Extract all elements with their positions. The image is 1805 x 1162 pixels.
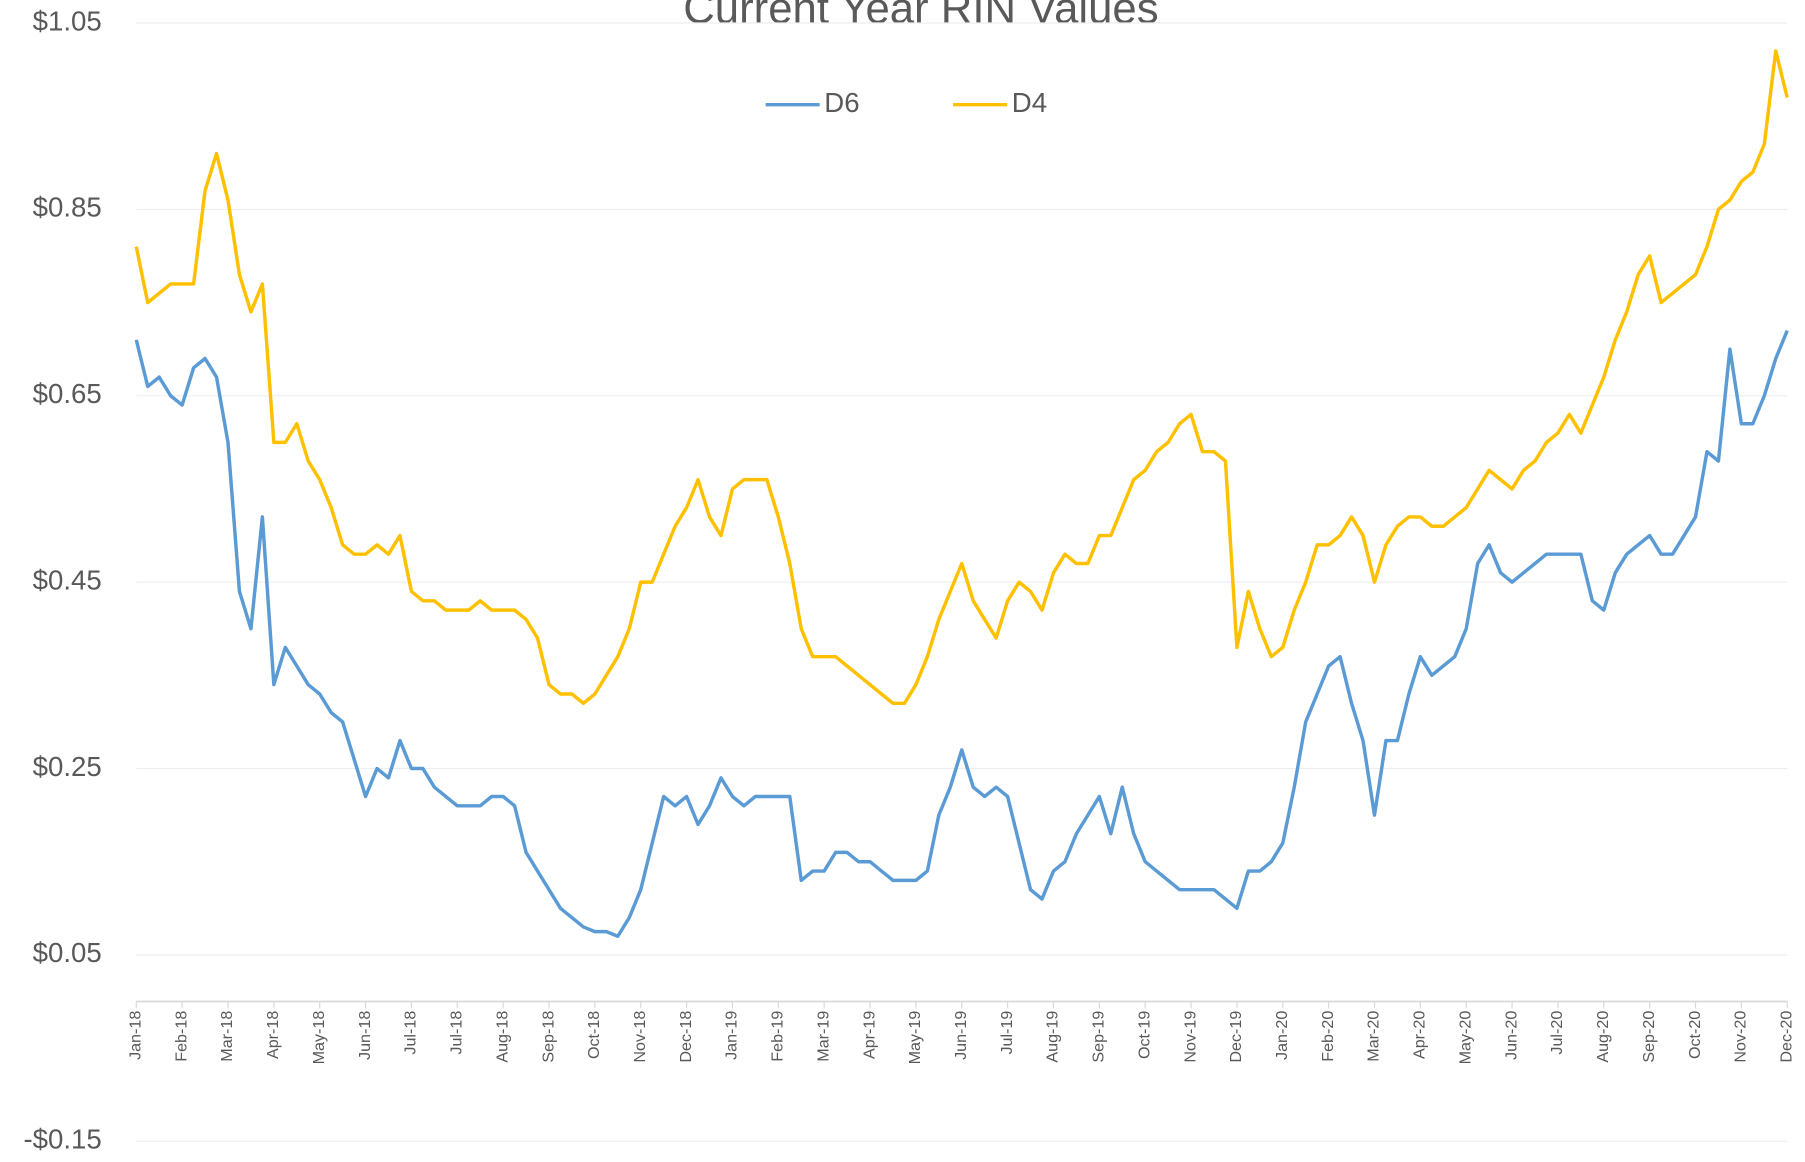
x-tick-label: Apr-19 — [860, 1011, 878, 1059]
chart-title: Current Year RIN Values — [683, 0, 1158, 33]
x-tick-label: Mar-19 — [814, 1011, 832, 1062]
x-tick-label: Feb-20 — [1319, 1011, 1337, 1062]
x-tick-label: Mar-20 — [1365, 1011, 1383, 1062]
x-tick-label: Jan-19 — [723, 1011, 741, 1060]
x-tick-label: Jun-18 — [356, 1011, 374, 1060]
x-tick-label: Jun-19 — [952, 1011, 970, 1060]
x-tick-label: Sep-20 — [1640, 1011, 1658, 1063]
x-tick-label: Sep-19 — [1090, 1011, 1108, 1063]
x-tick-label: Aug-20 — [1594, 1011, 1612, 1063]
x-tick-label: Dec-18 — [677, 1011, 695, 1063]
x-tick-label: Jun-20 — [1502, 1011, 1520, 1060]
y-tick-label: $0.65 — [33, 378, 102, 409]
x-tick-label: Jul-19 — [998, 1011, 1016, 1055]
x-tick-label: Aug-18 — [493, 1011, 511, 1063]
x-tick-label: Nov-20 — [1732, 1011, 1750, 1063]
x-tick-label: Mar-18 — [218, 1011, 236, 1062]
x-tick-label: Jul-18 — [402, 1011, 420, 1055]
y-tick-label: $0.25 — [33, 751, 102, 782]
x-tick-label: Oct-19 — [1135, 1011, 1153, 1059]
x-tick-label: Oct-20 — [1686, 1011, 1704, 1059]
x-tick-label: Aug-19 — [1044, 1011, 1062, 1063]
x-tick-label: Jan-18 — [127, 1011, 145, 1060]
x-tick-label: Nov-19 — [1181, 1011, 1199, 1063]
x-tick-label: Sep-18 — [539, 1011, 557, 1063]
x-tick-label: Jul-18 — [448, 1011, 466, 1055]
x-tick-label: Nov-18 — [631, 1011, 649, 1063]
x-tick-label: Jan-20 — [1273, 1011, 1291, 1060]
y-tick-label: -$0.15 — [23, 1124, 101, 1155]
x-tick-label: Dec-20 — [1777, 1011, 1795, 1063]
y-tick-label: $0.45 — [33, 564, 102, 595]
legend-label: D4 — [1012, 87, 1047, 118]
y-tick-label: $0.85 — [33, 192, 102, 223]
x-tick-label: May-20 — [1456, 1011, 1474, 1065]
x-tick-label: Dec-19 — [1227, 1011, 1245, 1063]
x-tick-label: Oct-18 — [585, 1011, 603, 1059]
x-tick-label: Jul-20 — [1548, 1011, 1566, 1055]
series-line — [134, 329, 1789, 938]
x-tick-label: Feb-18 — [172, 1011, 190, 1062]
x-tick-label: Apr-18 — [264, 1011, 282, 1059]
x-tick-label: May-19 — [906, 1011, 924, 1065]
legend-label: D6 — [824, 87, 859, 118]
x-tick-label: Apr-20 — [1411, 1011, 1429, 1059]
x-tick-label: May-18 — [310, 1011, 328, 1065]
series-line — [134, 49, 1789, 706]
x-tick-label: Feb-19 — [769, 1011, 787, 1062]
y-tick-label: $0.05 — [33, 937, 102, 968]
y-tick-label: $1.05 — [33, 5, 102, 36]
